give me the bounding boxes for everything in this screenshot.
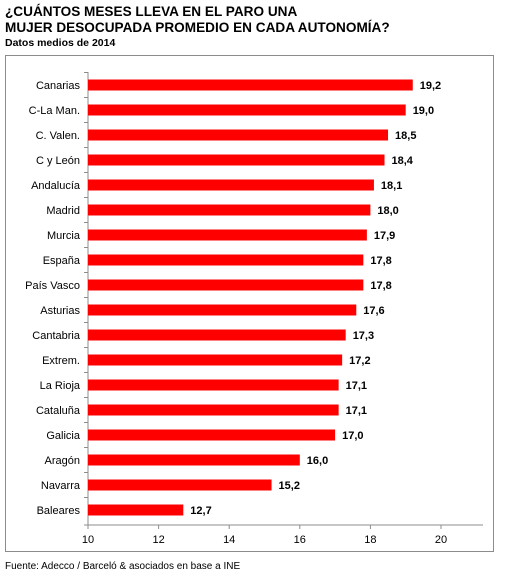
category-label: Cantabria xyxy=(32,330,81,342)
value-label: 17,6 xyxy=(363,305,384,317)
x-tick-label: 18 xyxy=(364,534,376,546)
category-label: Navarra xyxy=(41,480,81,492)
category-label: País Vasco xyxy=(25,280,80,292)
bar xyxy=(88,79,413,91)
source-note: Fuente: Adecco / Barceló & asociados en … xyxy=(5,561,241,572)
bar xyxy=(88,129,389,141)
value-label: 15,2 xyxy=(279,480,300,492)
category-label: Madrid xyxy=(46,205,80,217)
value-label: 17,8 xyxy=(370,255,391,267)
value-label: 17,8 xyxy=(370,280,391,292)
bar xyxy=(88,354,343,366)
category-label: Aragón xyxy=(45,455,80,467)
bar xyxy=(88,329,346,341)
category-label: Andalucía xyxy=(31,180,81,192)
bar xyxy=(88,304,357,316)
category-label: C. Valen. xyxy=(36,130,80,142)
x-tick-label: 10 xyxy=(82,534,94,546)
bar xyxy=(88,179,374,191)
bar xyxy=(88,254,364,266)
value-label: 19,2 xyxy=(420,80,441,92)
category-label: España xyxy=(43,255,81,267)
value-label: 18,4 xyxy=(392,155,414,167)
category-label: Murcia xyxy=(47,230,81,242)
value-label: 18,1 xyxy=(381,180,402,192)
category-label: C y León xyxy=(36,155,80,167)
bar xyxy=(88,379,339,391)
bar xyxy=(88,279,364,291)
chart-subtitle: Datos medios de 2014 xyxy=(5,37,116,49)
chart-title-line1: ¿CUÁNTOS MESES LLEVA EN EL PARO UNA xyxy=(5,4,298,19)
category-label: Extrem. xyxy=(42,355,80,367)
category-label: Galicia xyxy=(46,430,81,442)
category-label: Canarias xyxy=(36,80,81,92)
value-label: 17,9 xyxy=(374,230,395,242)
category-label: C-La Man. xyxy=(29,105,80,117)
chart-frame xyxy=(5,55,494,552)
value-label: 19,0 xyxy=(413,105,434,117)
category-label: Asturias xyxy=(40,305,80,317)
chart-title-line2: MUJER DESOCUPADA PROMEDIO EN CADA AUTONO… xyxy=(5,20,390,35)
chart-title: ¿CUÁNTOS MESES LLEVA EN EL PARO UNA MUJE… xyxy=(5,4,500,36)
x-tick-label: 16 xyxy=(294,534,306,546)
value-label: 16,0 xyxy=(307,455,328,467)
bar xyxy=(88,479,272,491)
category-label: Cataluña xyxy=(36,405,81,417)
value-label: 17,0 xyxy=(342,430,363,442)
bar xyxy=(88,229,367,241)
bar xyxy=(88,429,336,441)
x-tick-label: 20 xyxy=(435,534,447,546)
bar xyxy=(88,154,385,166)
bar xyxy=(88,504,184,516)
bar xyxy=(88,104,406,116)
value-label: 17,1 xyxy=(346,405,367,417)
x-tick-label: 12 xyxy=(152,534,164,546)
value-label: 17,2 xyxy=(349,355,370,367)
value-label: 18,5 xyxy=(395,130,416,142)
value-label: 18,0 xyxy=(377,205,398,217)
category-label: La Rioja xyxy=(40,380,81,392)
value-label: 12,7 xyxy=(190,505,211,517)
x-tick-label: 14 xyxy=(223,534,235,546)
bar xyxy=(88,404,339,416)
category-label: Baleares xyxy=(37,505,81,517)
value-label: 17,3 xyxy=(353,330,374,342)
value-label: 17,1 xyxy=(346,380,367,392)
bar xyxy=(88,204,371,216)
bar xyxy=(88,454,300,466)
